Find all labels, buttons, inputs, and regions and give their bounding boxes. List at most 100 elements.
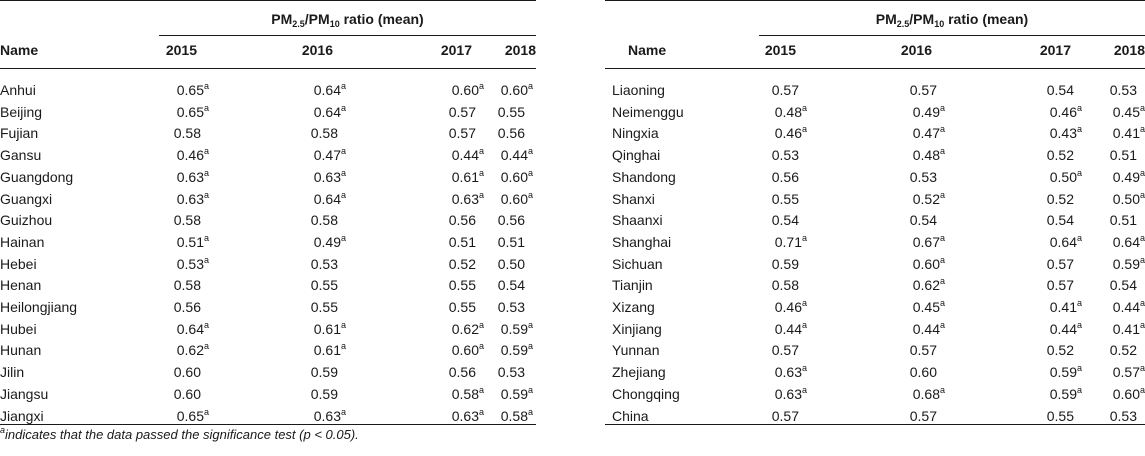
row-value: 0.64a (313, 102, 346, 120)
row-value: 0.60a (451, 81, 484, 99)
column-header-year: 2017 (1039, 42, 1071, 58)
row-value: 0.60a (451, 341, 484, 359)
row-value: 0.49a (1112, 167, 1145, 185)
significance-mark: a (939, 254, 945, 265)
significance-mark: a (478, 384, 484, 395)
row-value: 0.71a (774, 232, 807, 250)
row-value: 0.49a (313, 232, 346, 250)
row-value: 0.59 (310, 385, 338, 402)
significance-mark: a (478, 81, 484, 91)
row-value: 0.41a (1112, 319, 1145, 337)
row-value: 0.58 (173, 277, 201, 294)
row-value: 0.57 (1046, 277, 1074, 294)
group-underline (159, 35, 536, 36)
row-value: 0.65a (176, 81, 209, 99)
row-name: Chongqing (612, 385, 680, 402)
row-value: 0.60 (909, 364, 937, 381)
row-value: 0.56 (771, 168, 799, 185)
row-value: 0.46a (1049, 102, 1082, 120)
row-value: 0.59a (1049, 363, 1082, 381)
group-underline (759, 35, 1145, 36)
significance-mark: a (939, 102, 945, 113)
row-value: 0.53 (310, 255, 338, 272)
row-value: 0.57 (448, 125, 476, 142)
row-value: 0.56 (497, 212, 525, 229)
significance-mark: a (1139, 363, 1145, 374)
row-name: Jiangsu (0, 385, 49, 402)
row-name: Guizhou (0, 212, 53, 229)
significance-mark: a (203, 189, 209, 200)
row-name: Xinjiang (612, 320, 662, 337)
significance-mark: a (1139, 189, 1145, 200)
row-value: 0.56 (448, 212, 476, 229)
row-value: 0.56 (497, 125, 525, 142)
significance-mark: a (1139, 232, 1145, 243)
row-value: 0.58 (310, 212, 338, 229)
significance-mark: a (1076, 298, 1082, 308)
row-value: 0.44a (451, 146, 484, 164)
significance-mark: a (1076, 124, 1082, 135)
significance-mark: a (939, 384, 945, 395)
significance-mark: a (527, 406, 533, 417)
row-value: 0.51 (497, 233, 525, 250)
row-value: 0.55 (448, 299, 476, 315)
row-value: 0.54 (909, 212, 937, 229)
row-value: 0.63a (176, 189, 209, 207)
significance-mark: a (939, 189, 945, 200)
row-value: 0.57 (909, 407, 937, 424)
row-value: 0.53 (771, 147, 799, 164)
significance-mark: a (340, 102, 346, 113)
column-header-year: 2016 (301, 42, 333, 58)
row-value: 0.51a (176, 232, 209, 250)
row-value: 0.55 (497, 103, 525, 120)
row-name: Henan (0, 277, 42, 294)
significance-mark: a (801, 363, 807, 374)
row-value: 0.53 (497, 299, 525, 315)
row-value: 0.49a (912, 102, 945, 120)
row-value: 0.50 (497, 255, 525, 272)
row-value: 0.62a (912, 276, 945, 294)
significance-mark: a (801, 124, 807, 135)
footnote-text: indicates that the data passed the signi… (5, 427, 359, 442)
significance-mark: a (340, 341, 346, 352)
row-value: 0.47a (313, 146, 346, 164)
row-value: 0.52 (1046, 342, 1074, 359)
row-value: 0.58a (451, 384, 484, 402)
row-value: 0.57a (1112, 363, 1145, 381)
significance-mark: a (203, 232, 209, 243)
row-value: 0.54 (1109, 277, 1137, 294)
row-value: 0.55 (771, 190, 799, 207)
row-value: 0.43a (1049, 124, 1082, 142)
significance-mark: a (1076, 167, 1082, 178)
row-name: Hainan (0, 233, 45, 250)
row-value: 0.63a (313, 167, 346, 185)
significance-mark: a (1076, 102, 1082, 113)
row-value: 0.59 (310, 364, 338, 381)
significance-mark: a (1139, 124, 1145, 135)
table-top-rule (605, 0, 1145, 1)
row-value: 0.53a (176, 254, 209, 272)
significance-mark: a (939, 319, 945, 330)
row-name: Shandong (612, 168, 676, 185)
significance-mark: a (1139, 102, 1145, 113)
column-header-name: Name (0, 42, 39, 58)
significance-mark: a (801, 232, 807, 243)
row-value: 0.45a (1112, 102, 1145, 120)
row-value: 0.46a (176, 146, 209, 164)
significance-mark: a (939, 124, 945, 135)
significance-mark: a (527, 146, 533, 157)
column-header-year: 2015 (165, 42, 197, 58)
row-value: 0.53 (909, 168, 937, 185)
row-value: 0.44a (774, 319, 807, 337)
significance-mark: a (340, 146, 346, 157)
row-value: 0.63a (451, 406, 484, 424)
row-value: 0.45a (912, 298, 945, 316)
row-name: China (612, 407, 649, 424)
row-name: Jiangxi (0, 407, 44, 424)
row-value: 0.63a (774, 363, 807, 381)
row-value: 0.46a (774, 298, 807, 316)
row-value: 0.61a (313, 319, 346, 337)
header-rule (605, 68, 1145, 69)
row-value: 0.55 (310, 277, 338, 294)
row-value: 0.53 (1109, 82, 1137, 98)
